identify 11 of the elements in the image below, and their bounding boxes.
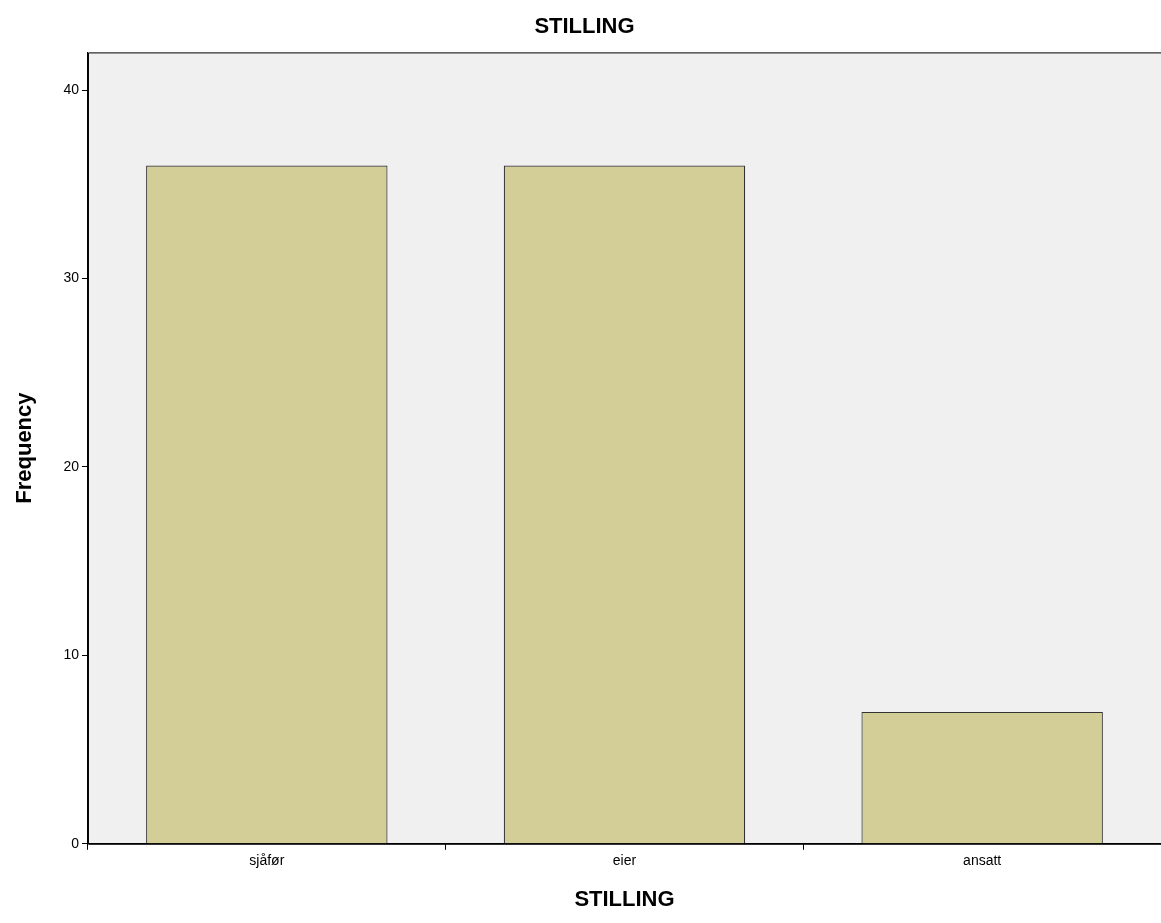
y-tick-label: 0 xyxy=(71,834,80,851)
y-tick-label: 30 xyxy=(63,269,80,286)
x-tick-label: eier xyxy=(612,852,637,869)
x-axis-title: STILLING xyxy=(574,885,675,911)
y-axis-title: Frequency xyxy=(11,391,37,504)
y-tick-label: 40 xyxy=(63,80,80,97)
y-tick-label: 20 xyxy=(63,457,80,474)
chart-title: STILLING xyxy=(534,13,635,39)
x-tick-label: sjåfør xyxy=(249,852,285,869)
x-tick-label: ansatt xyxy=(963,852,1002,869)
y-tick-label: 10 xyxy=(63,646,80,663)
